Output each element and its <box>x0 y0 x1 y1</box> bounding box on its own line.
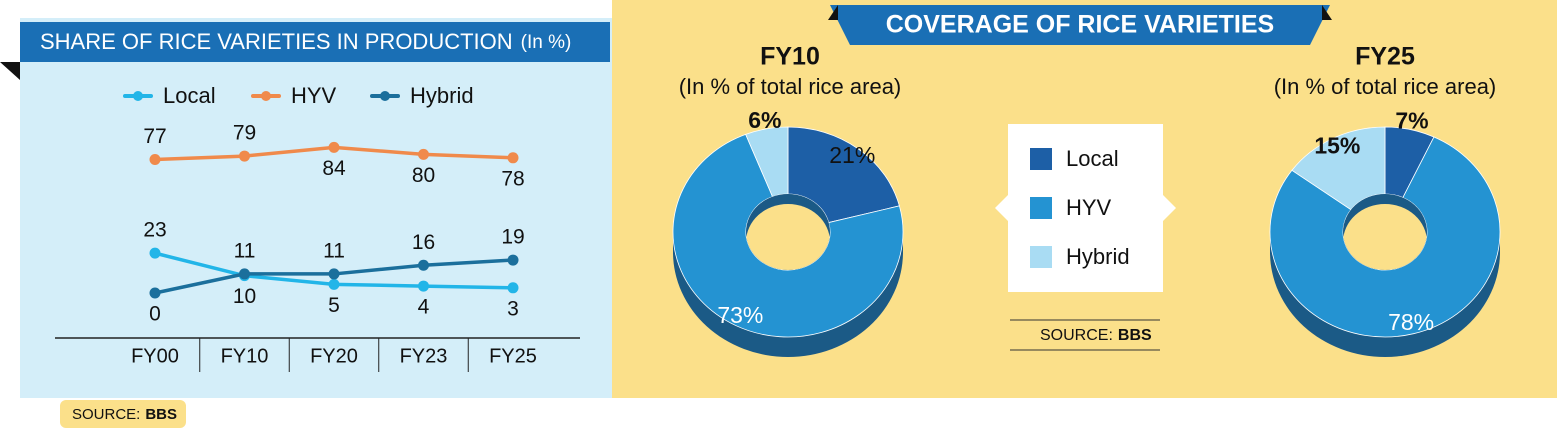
point <box>149 154 161 166</box>
fold <box>1322 5 1332 20</box>
data-label: 10 <box>233 285 256 308</box>
legend-label: Hybrid <box>410 83 474 108</box>
pie-title: FY25 <box>1355 43 1415 71</box>
x-tick-label: FY25 <box>489 345 537 367</box>
data-label: 78 <box>501 167 524 190</box>
source-label: SOURCE: <box>72 406 140 423</box>
legend-swatch <box>1030 148 1052 170</box>
legend-label: HYV <box>291 83 337 108</box>
point <box>418 280 429 292</box>
point <box>507 282 519 294</box>
data-label: 4 <box>418 296 430 319</box>
point <box>239 150 250 162</box>
line-title: SHARE OF RICE VARIETIES IN PRODUCTION (In… <box>40 29 571 54</box>
point <box>328 141 340 153</box>
legend-arrow <box>995 195 1008 221</box>
banner <box>830 5 1330 45</box>
title-bar <box>20 22 610 62</box>
hole <box>1343 204 1427 270</box>
coverage-title: COVERAGE OF RICE VARIETIES <box>886 11 1274 39</box>
slice-label: 15% <box>1314 132 1360 158</box>
data-label: 11 <box>323 239 345 262</box>
x-tick-label: FY10 <box>221 345 269 367</box>
point <box>328 278 340 290</box>
data-label: 3 <box>507 297 519 320</box>
legend-label: Hybrid <box>1066 244 1130 269</box>
hole <box>746 204 830 270</box>
source-name: BBS <box>145 406 177 423</box>
coverage-source: SOURCE: BBS <box>1040 327 1152 344</box>
data-label: 79 <box>233 122 256 145</box>
point <box>328 268 340 280</box>
pie-subtitle: (In % of total rice area) <box>1274 74 1497 99</box>
x-tick-label: FY23 <box>400 345 448 367</box>
legend-dot <box>133 91 143 101</box>
data-label: 16 <box>412 231 435 254</box>
legend-dot <box>261 91 271 101</box>
point <box>239 268 250 280</box>
legend-arrow <box>1163 195 1176 221</box>
data-label: 80 <box>412 164 435 187</box>
legend-label: HYV <box>1066 195 1112 220</box>
point <box>149 287 161 299</box>
point <box>418 259 429 271</box>
title-unit: (In %) <box>521 32 572 53</box>
source-badge <box>60 400 186 428</box>
slice-label: 6% <box>748 107 781 133</box>
data-label: 23 <box>143 219 166 242</box>
legend-swatch <box>1030 246 1052 268</box>
slice-label: 7% <box>1395 108 1428 134</box>
legend-swatch <box>1030 197 1052 219</box>
pie-title: FY10 <box>760 43 820 71</box>
fold <box>828 5 838 20</box>
slice-label: 21% <box>829 142 875 168</box>
legend-label: Local <box>1066 146 1119 171</box>
data-label: 11 <box>234 239 256 262</box>
slice-label: 78% <box>1388 309 1434 335</box>
left-panel <box>20 18 612 398</box>
pie-subtitle: (In % of total rice area) <box>679 74 902 99</box>
x-tick-label: FY20 <box>310 345 358 367</box>
data-label: 0 <box>149 303 161 326</box>
fold <box>0 62 20 80</box>
point <box>507 254 519 266</box>
legend-dot <box>380 91 390 101</box>
data-label: 19 <box>501 226 524 249</box>
x-tick-label: FY00 <box>131 345 179 367</box>
point <box>507 152 519 164</box>
slice-label: 73% <box>717 302 763 328</box>
source-name: BBS <box>1118 327 1152 344</box>
legend-label: Local <box>163 83 216 108</box>
point <box>418 148 429 160</box>
data-label: 84 <box>322 157 346 180</box>
point <box>149 247 161 259</box>
data-label: 77 <box>143 125 166 148</box>
source-label: SOURCE: <box>1040 327 1113 344</box>
title-text: SHARE OF RICE VARIETIES IN PRODUCTION <box>40 29 513 54</box>
source: SOURCE: BBS <box>72 406 177 423</box>
data-label: 5 <box>328 294 340 317</box>
